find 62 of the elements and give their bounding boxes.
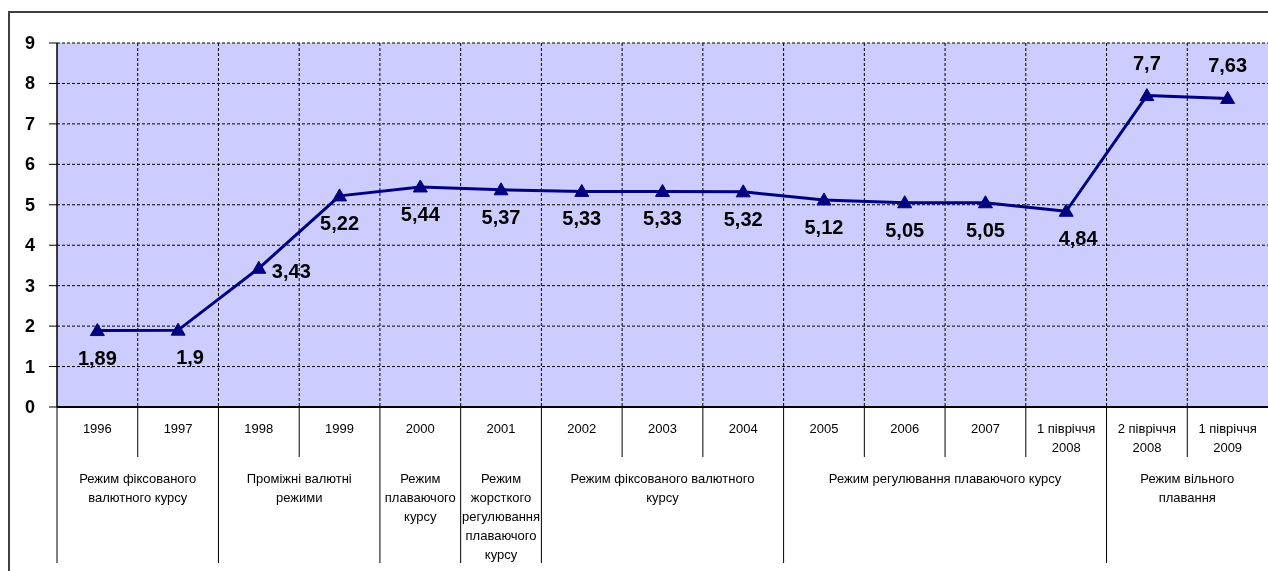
- y-tick-label: 6: [24, 154, 36, 175]
- y-tick-label: 2: [24, 316, 36, 337]
- data-label: 5,05: [885, 218, 925, 241]
- point: [574, 183, 590, 197]
- y-tick-label: 0: [24, 397, 36, 417]
- y-tick-label: 7: [24, 113, 36, 134]
- point: [89, 323, 105, 337]
- x-tick-label: 1997: [163, 420, 193, 436]
- point: [251, 260, 267, 274]
- x-tick-label: 1 півріччя 2008: [1036, 420, 1096, 455]
- data-label: 5,37: [481, 205, 521, 228]
- text: Режим фіксованого валютного курсу: [570, 470, 755, 505]
- point: [493, 182, 509, 196]
- x-tick-label: 2006: [890, 420, 920, 436]
- point: [1220, 90, 1236, 104]
- point: [816, 192, 832, 206]
- x-tick-label: 1998: [244, 420, 274, 436]
- x-tick-label: 2000: [405, 420, 435, 436]
- data-label: 5,33: [562, 207, 602, 230]
- y-tick-label: 9: [24, 33, 36, 53]
- point: [1058, 203, 1074, 217]
- x-tick-label: 1999: [325, 420, 355, 436]
- y-tick-label: 8: [24, 73, 36, 94]
- y-tick-label: 1: [24, 356, 36, 377]
- x-tick-label: 2001: [486, 420, 516, 436]
- point: [977, 195, 993, 209]
- data-label: 1,89: [77, 346, 117, 369]
- point: [170, 322, 186, 336]
- text: Режим регулювання плаваючого курсу: [828, 470, 1062, 486]
- data-label: 7,63: [1208, 54, 1248, 77]
- point: [897, 195, 913, 209]
- data-label: 5,12: [804, 215, 844, 238]
- x-tick-label: 2007: [970, 420, 1000, 436]
- point: [332, 188, 348, 202]
- x-tick-label: 2005: [809, 420, 839, 436]
- point: [655, 183, 670, 197]
- x-tick-label: 2002: [567, 420, 597, 436]
- y-tick-label: 5: [24, 194, 36, 215]
- data-label: 7,7: [1132, 51, 1161, 74]
- y-tick-label: 3: [24, 275, 36, 296]
- text: Режим фіксованого валютного курсу: [79, 470, 197, 505]
- point: [1139, 88, 1155, 102]
- point: [735, 184, 751, 198]
- text: Проміжні валютні режими: [246, 470, 352, 505]
- x-tick-label: 1996: [82, 420, 112, 436]
- text: Режим жорсткого регулювання плаваючого курсу: [461, 470, 541, 562]
- x-tick-label: 1 півріччя 2009: [1198, 420, 1257, 455]
- x-tick-label: 2 півріччя 2008: [1117, 420, 1177, 455]
- data-label: 3,43: [271, 260, 311, 283]
- data-label: 5,44: [400, 202, 441, 225]
- data-label: 5,05: [965, 218, 1005, 241]
- data-label: 5,22: [320, 211, 360, 234]
- x-tick-label: 2003: [648, 420, 677, 436]
- data-label: 5,32: [723, 207, 763, 230]
- point: [412, 179, 428, 193]
- text: Режим плаваючого курсу: [384, 470, 456, 524]
- x-tick-label: 2004: [728, 420, 758, 436]
- data-label: 4,84: [1058, 227, 1099, 250]
- text: Режим вільного плавання: [1140, 470, 1235, 505]
- y-tick-label: 4: [24, 235, 36, 256]
- data-label: 5,33: [643, 207, 682, 230]
- data-label: 1,9: [176, 346, 205, 369]
